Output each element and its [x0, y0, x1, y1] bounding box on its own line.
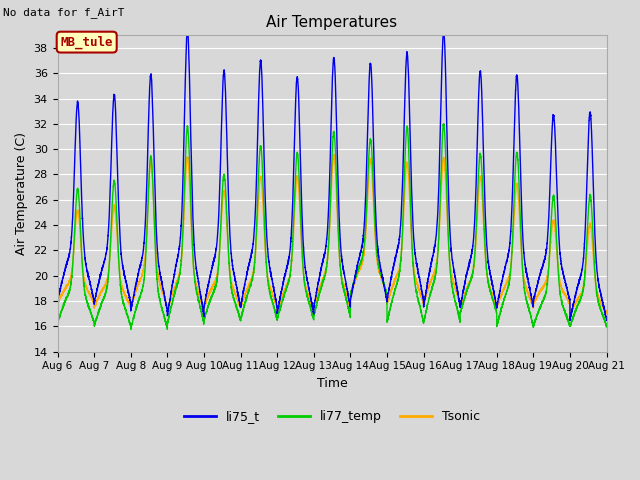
li77_temp	[260, 223, 268, 229]
Tsonic	[598, 301, 606, 307]
li75_t	[54, 297, 61, 303]
Tsonic	[300, 271, 307, 277]
Line: li75_t: li75_t	[58, 30, 607, 321]
li75_t	[260, 171, 268, 177]
Y-axis label: Air Temperature (C): Air Temperature (C)	[15, 132, 28, 255]
Tsonic	[566, 311, 574, 316]
li75_t	[184, 31, 192, 37]
li75_t	[184, 27, 191, 33]
li75_t	[300, 248, 307, 253]
li77_temp	[127, 326, 134, 332]
Tsonic	[603, 311, 611, 316]
Line: li77_temp: li77_temp	[58, 124, 607, 329]
li77_temp	[181, 163, 189, 169]
li77_temp	[300, 272, 307, 277]
Legend: li75_t, li77_temp, Tsonic: li75_t, li77_temp, Tsonic	[179, 405, 484, 428]
Tsonic	[330, 152, 337, 157]
X-axis label: Time: Time	[317, 377, 348, 390]
li75_t	[598, 298, 606, 304]
li75_t	[566, 318, 574, 324]
Tsonic	[181, 186, 189, 192]
li77_temp	[54, 320, 61, 326]
li77_temp	[184, 128, 192, 133]
li75_t	[187, 140, 195, 145]
Tsonic	[187, 212, 195, 218]
li77_temp	[440, 121, 447, 127]
li75_t	[603, 317, 611, 323]
li77_temp	[598, 311, 606, 317]
Tsonic	[54, 300, 61, 305]
li77_temp	[187, 201, 195, 207]
Title: Air Temperatures: Air Temperatures	[266, 15, 397, 30]
Line: Tsonic: Tsonic	[58, 155, 607, 313]
li75_t	[181, 88, 189, 94]
Text: No data for f_AirT: No data for f_AirT	[3, 7, 125, 18]
li77_temp	[603, 323, 611, 329]
Text: MB_tule: MB_tule	[60, 36, 113, 49]
Tsonic	[184, 156, 192, 162]
Tsonic	[260, 232, 268, 238]
